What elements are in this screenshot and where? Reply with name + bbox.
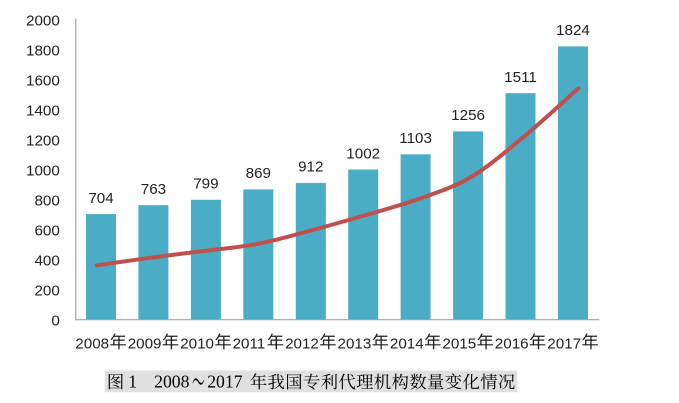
svg-text:2012: 2012 [285,335,319,352]
svg-text:1800: 1800 [26,43,60,60]
svg-text:1511: 1511 [504,69,537,86]
svg-text:2008: 2008 [154,372,190,392]
svg-text:0: 0 [51,313,59,330]
svg-text:2017: 2017 [207,372,243,392]
svg-text:1256: 1256 [451,107,485,124]
svg-text:2014: 2014 [390,335,424,352]
svg-text:2010: 2010 [180,335,214,352]
svg-text:2017: 2017 [547,335,581,352]
svg-text:2008: 2008 [75,335,109,352]
svg-text:912: 912 [298,159,323,176]
svg-text:1002: 1002 [346,145,380,162]
svg-text:1600: 1600 [26,73,60,90]
svg-text:2000: 2000 [26,13,60,30]
svg-text:704: 704 [88,190,113,207]
svg-text:1103: 1103 [399,130,432,147]
svg-text:600: 600 [34,223,59,240]
svg-text:2016: 2016 [495,335,529,352]
svg-text:1400: 1400 [26,103,60,120]
svg-text:800: 800 [34,193,59,210]
svg-text:2015: 2015 [442,335,476,352]
svg-text:1200: 1200 [26,133,60,150]
svg-text:2009: 2009 [128,335,162,352]
svg-text:2013: 2013 [338,335,372,352]
svg-text:400: 400 [34,253,59,270]
svg-text:2011: 2011 [233,335,266,352]
svg-text:763: 763 [141,181,166,198]
svg-text:869: 869 [246,165,271,182]
svg-text:200: 200 [34,283,59,300]
svg-text:1824: 1824 [556,22,590,39]
svg-text:799: 799 [193,176,218,193]
svg-text:1: 1 [128,372,137,392]
svg-text:1000: 1000 [26,163,60,180]
